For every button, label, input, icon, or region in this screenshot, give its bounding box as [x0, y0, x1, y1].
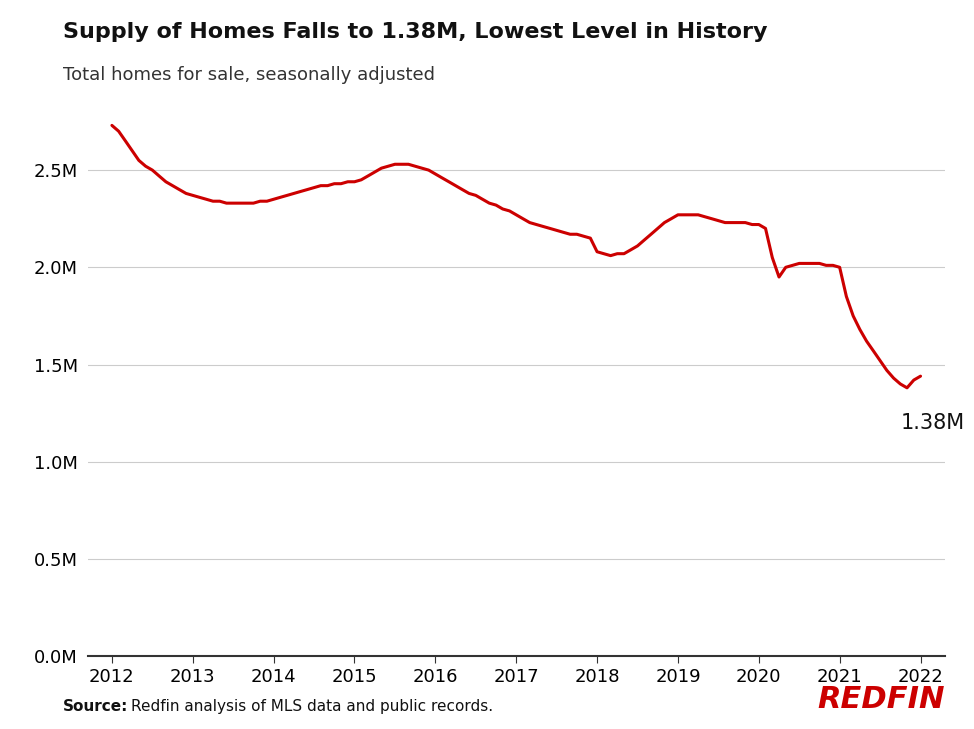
- Text: 1.38M: 1.38M: [900, 413, 964, 433]
- Text: Redfin analysis of MLS data and public records.: Redfin analysis of MLS data and public r…: [131, 699, 494, 714]
- Text: Source:: Source:: [63, 699, 129, 714]
- Text: Supply of Homes Falls to 1.38M, Lowest Level in History: Supply of Homes Falls to 1.38M, Lowest L…: [63, 22, 768, 42]
- Text: Total homes for sale, seasonally adjusted: Total homes for sale, seasonally adjuste…: [63, 66, 435, 84]
- Text: REDFIN: REDFIN: [817, 685, 945, 714]
